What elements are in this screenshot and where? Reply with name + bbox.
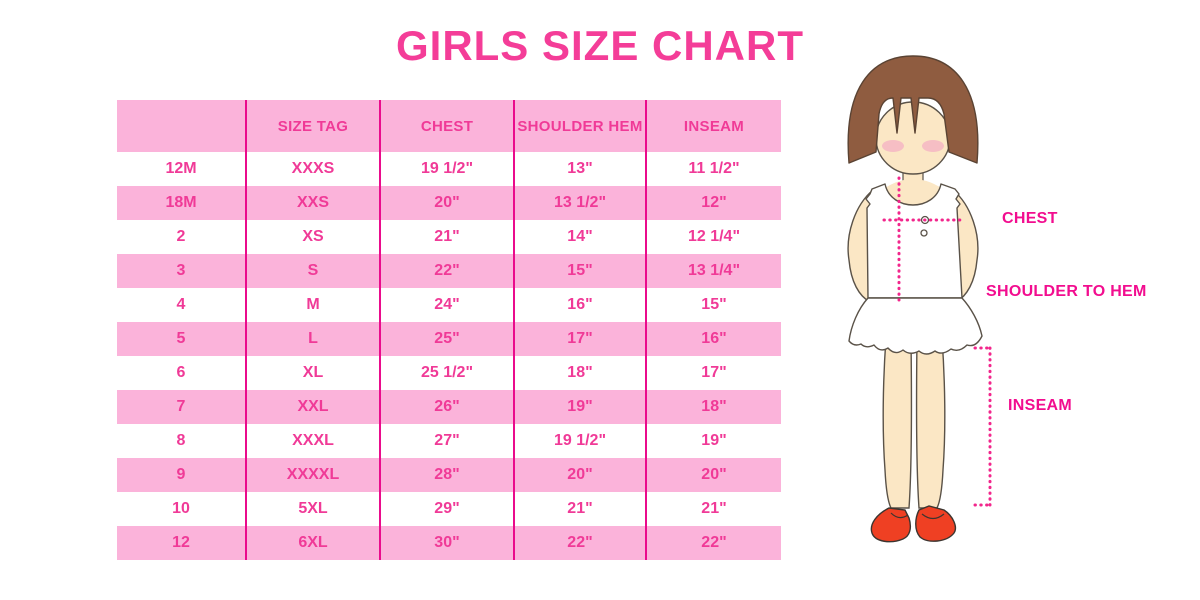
row-value-cell: 20" xyxy=(515,458,647,492)
row-value-cell: 17" xyxy=(647,356,781,390)
header-cell: SHOULDER HEM xyxy=(515,100,647,152)
header-cell: CHEST xyxy=(381,100,515,152)
row-value-cell: XXXS xyxy=(247,152,381,186)
row-value-cell: 15" xyxy=(647,288,781,322)
row-value-cell: 29" xyxy=(381,492,515,526)
girl-left-shoe xyxy=(870,507,912,543)
row-value-cell: XXXL xyxy=(247,424,381,458)
row-value-cell: 20" xyxy=(647,458,781,492)
shoulder-to-hem-label: SHOULDER TO HEM xyxy=(986,283,1147,300)
row-value-cell: XS xyxy=(247,220,381,254)
row-value-cell: 5XL xyxy=(247,492,381,526)
row-value-cell: 22" xyxy=(515,526,647,560)
header-cell: INSEAM xyxy=(647,100,781,152)
page-title: GIRLS SIZE CHART xyxy=(395,22,804,69)
row-age-cell: 2 xyxy=(117,220,247,254)
row-age-cell: 8 xyxy=(117,424,247,458)
row-value-cell: 28" xyxy=(381,458,515,492)
row-value-cell: 24" xyxy=(381,288,515,322)
girl-illustration xyxy=(847,55,992,543)
row-value-cell: 20" xyxy=(381,186,515,220)
row-value-cell: 16" xyxy=(515,288,647,322)
row-value-cell: 22" xyxy=(647,526,781,560)
girl-blush-left xyxy=(882,140,904,152)
row-value-cell: 21" xyxy=(515,492,647,526)
girl-figure xyxy=(847,55,992,543)
row-value-cell: 25" xyxy=(381,322,515,356)
row-value-cell: 18" xyxy=(647,390,781,424)
row-value-cell: 13 1/4" xyxy=(647,254,781,288)
row-value-cell: 30" xyxy=(381,526,515,560)
row-value-cell: 18" xyxy=(515,356,647,390)
row-value-cell: 21" xyxy=(381,220,515,254)
row-value-cell: S xyxy=(247,254,381,288)
girl-top xyxy=(865,183,963,299)
header-cell xyxy=(117,100,247,152)
row-value-cell: 12" xyxy=(647,186,781,220)
row-value-cell: 21" xyxy=(647,492,781,526)
row-value-cell: 22" xyxy=(381,254,515,288)
row-value-cell: XXS xyxy=(247,186,381,220)
girl-hair xyxy=(847,55,979,164)
inseam-label: INSEAM xyxy=(1008,397,1073,414)
row-value-cell: 15" xyxy=(515,254,647,288)
row-age-cell: 10 xyxy=(117,492,247,526)
row-value-cell: 16" xyxy=(647,322,781,356)
row-value-cell: 13" xyxy=(515,152,647,186)
girl-right-shoe xyxy=(915,505,957,542)
row-value-cell: XL xyxy=(247,356,381,390)
row-value-cell: XXL xyxy=(247,390,381,424)
row-age-cell: 5 xyxy=(117,322,247,356)
row-value-cell: 17" xyxy=(515,322,647,356)
girl-left-shoe-strap xyxy=(890,512,909,519)
row-value-cell: XXXXL xyxy=(247,458,381,492)
row-value-cell: 6XL xyxy=(247,526,381,560)
girl-blush-right xyxy=(922,140,944,152)
row-value-cell: 19" xyxy=(515,390,647,424)
girl-top-button-2 xyxy=(920,229,928,237)
row-value-cell: 19 1/2" xyxy=(515,424,647,458)
row-age-cell: 9 xyxy=(117,458,247,492)
row-value-cell: 14" xyxy=(515,220,647,254)
row-value-cell: L xyxy=(247,322,381,356)
girl-left-leg xyxy=(882,337,913,509)
row-age-cell: 4 xyxy=(117,288,247,322)
header-cell: SIZE TAG xyxy=(247,100,381,152)
row-age-cell: 3 xyxy=(117,254,247,288)
size-chart-table: SIZE TAG CHEST SHOULDER HEM INSEAM 12M XXXS 19… xyxy=(117,100,781,560)
row-age-cell: 12 xyxy=(117,526,247,560)
row-value-cell: 11 1/2" xyxy=(647,152,781,186)
row-value-cell: 27" xyxy=(381,424,515,458)
row-value-cell: 19" xyxy=(647,424,781,458)
row-value-cell: 19 1/2" xyxy=(381,152,515,186)
row-age-cell: 7 xyxy=(117,390,247,424)
row-age-cell: 12M xyxy=(117,152,247,186)
row-value-cell: M xyxy=(247,288,381,322)
girl-right-shoe-strap xyxy=(921,513,945,520)
row-age-cell: 6 xyxy=(117,356,247,390)
row-value-cell: 13 1/2" xyxy=(515,186,647,220)
row-value-cell: 25 1/2" xyxy=(381,356,515,390)
girl-skirt xyxy=(848,297,983,355)
chest-label: CHEST xyxy=(1002,210,1058,227)
girl-right-leg xyxy=(915,337,946,509)
row-value-cell: 26" xyxy=(381,390,515,424)
row-age-cell: 18M xyxy=(117,186,247,220)
row-value-cell: 12 1/4" xyxy=(647,220,781,254)
